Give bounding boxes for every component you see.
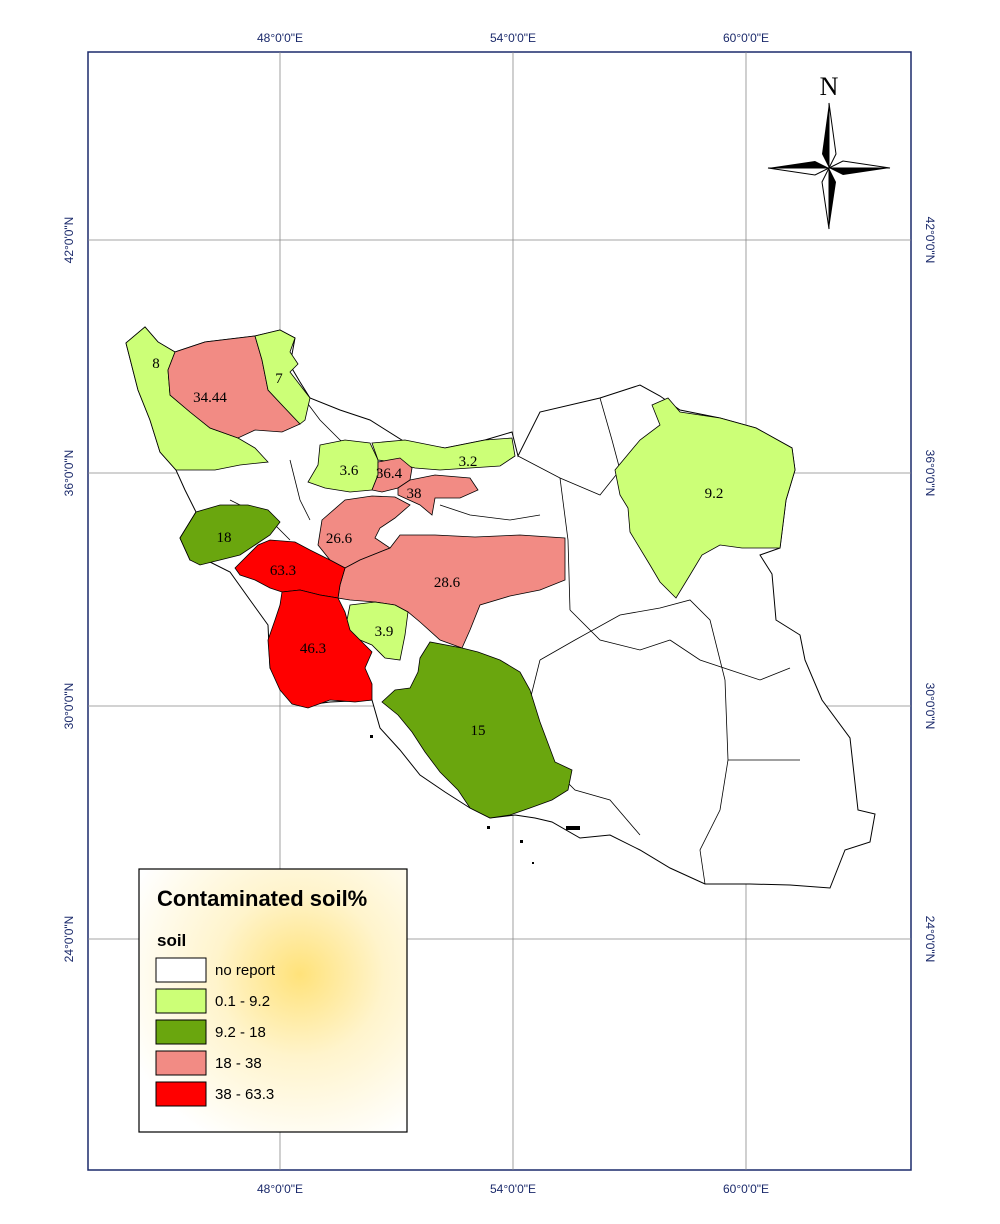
islands — [370, 735, 580, 864]
province-kermanshah — [179, 504, 281, 566]
label-west-azerbaijan: 8 — [152, 356, 160, 372]
label-markazi: 26.6 — [326, 531, 353, 547]
lon-label-bottom-60: 60°0'0"E — [723, 1182, 769, 1196]
legend-subtitle: soil — [157, 931, 186, 950]
legend-swatch-2 — [155, 1019, 207, 1045]
region-labels: 8 34.44 7 3.6 36.4 3.2 38 9.2 18 26.6 63… — [152, 356, 723, 739]
province-isfahan — [337, 534, 566, 649]
north-arrow-label: N — [820, 72, 839, 101]
legend-swatch-0 — [155, 957, 207, 983]
province-khuzestan — [267, 589, 373, 709]
label-isfahan: 28.6 — [434, 575, 461, 591]
legend-label-0: no report — [215, 962, 276, 979]
north-arrow: N — [767, 72, 891, 230]
provinces — [125, 326, 796, 819]
label-kermanshah: 18 — [217, 530, 232, 546]
lat-label-left-42: 42°0'0"N — [62, 217, 76, 264]
lon-label-bottom-48: 48°0'0"E — [257, 1182, 303, 1196]
lat-label-left-36: 36°0'0"N — [62, 450, 76, 497]
lon-label-top-60: 60°0'0"E — [723, 31, 769, 45]
label-semnan-west: 38 — [407, 486, 422, 502]
province-khorasan-razavi — [614, 397, 796, 599]
legend-label-3: 18 - 38 — [215, 1055, 262, 1072]
province-ardabil — [254, 329, 311, 425]
lat-label-right-42: 42°0'0"N — [923, 217, 937, 264]
label-qazvin: 3.6 — [340, 463, 359, 479]
compass-east-black — [829, 168, 890, 175]
lat-label-right-36: 36°0'0"N — [923, 450, 937, 497]
label-east-azerbaijan: 34.44 — [193, 390, 227, 406]
compass-south-black — [829, 168, 836, 229]
lon-label-top-54: 54°0'0"E — [490, 31, 536, 45]
legend-swatch-1 — [155, 988, 207, 1014]
lat-label-right-30: 30°0'0"N — [923, 683, 937, 730]
compass-west-white — [767, 167, 830, 176]
compass-north-black — [822, 103, 829, 168]
lat-label-left-24: 24°0'0"N — [62, 916, 76, 963]
compass-north-white — [828, 102, 837, 169]
legend-items: no report 0.1 - 9.2 9.2 - 18 18 - 38 38 - 63… — [155, 957, 276, 1107]
label-ardabil: 7 — [275, 371, 283, 387]
compass-south-white — [821, 167, 830, 230]
compass-west-black — [768, 161, 829, 168]
legend-label-1: 0.1 - 9.2 — [215, 993, 270, 1010]
lon-label-bottom-54: 54°0'0"E — [490, 1182, 536, 1196]
label-mazandaran: 3.2 — [459, 454, 478, 470]
label-khorasan-razavi: 9.2 — [705, 486, 724, 502]
label-khuzestan: 46.3 — [300, 641, 326, 657]
compass-east-white — [828, 160, 891, 169]
label-tehran: 36.4 — [376, 466, 403, 482]
legend-swatch-3 — [155, 1050, 207, 1076]
lon-label-top-48: 48°0'0"E — [257, 31, 303, 45]
legend-swatch-4 — [155, 1081, 207, 1107]
lat-label-right-24: 24°0'0"N — [923, 916, 937, 963]
legend-title: Contaminated soil% — [157, 886, 367, 911]
lat-label-left-30: 30°0'0"N — [62, 683, 76, 730]
legend: Contaminated soil% soil no report 0.1 - 9… — [138, 868, 408, 1133]
province-fars — [381, 641, 573, 819]
province-lorestan — [234, 539, 346, 599]
legend-label-4: 38 - 63.3 — [215, 1086, 274, 1103]
province-semnan-west — [397, 474, 479, 516]
label-chaharmahal: 3.9 — [375, 624, 394, 640]
label-lorestan: 63.3 — [270, 563, 296, 579]
label-fars: 15 — [471, 723, 486, 739]
legend-label-2: 9.2 - 18 — [215, 1024, 266, 1041]
